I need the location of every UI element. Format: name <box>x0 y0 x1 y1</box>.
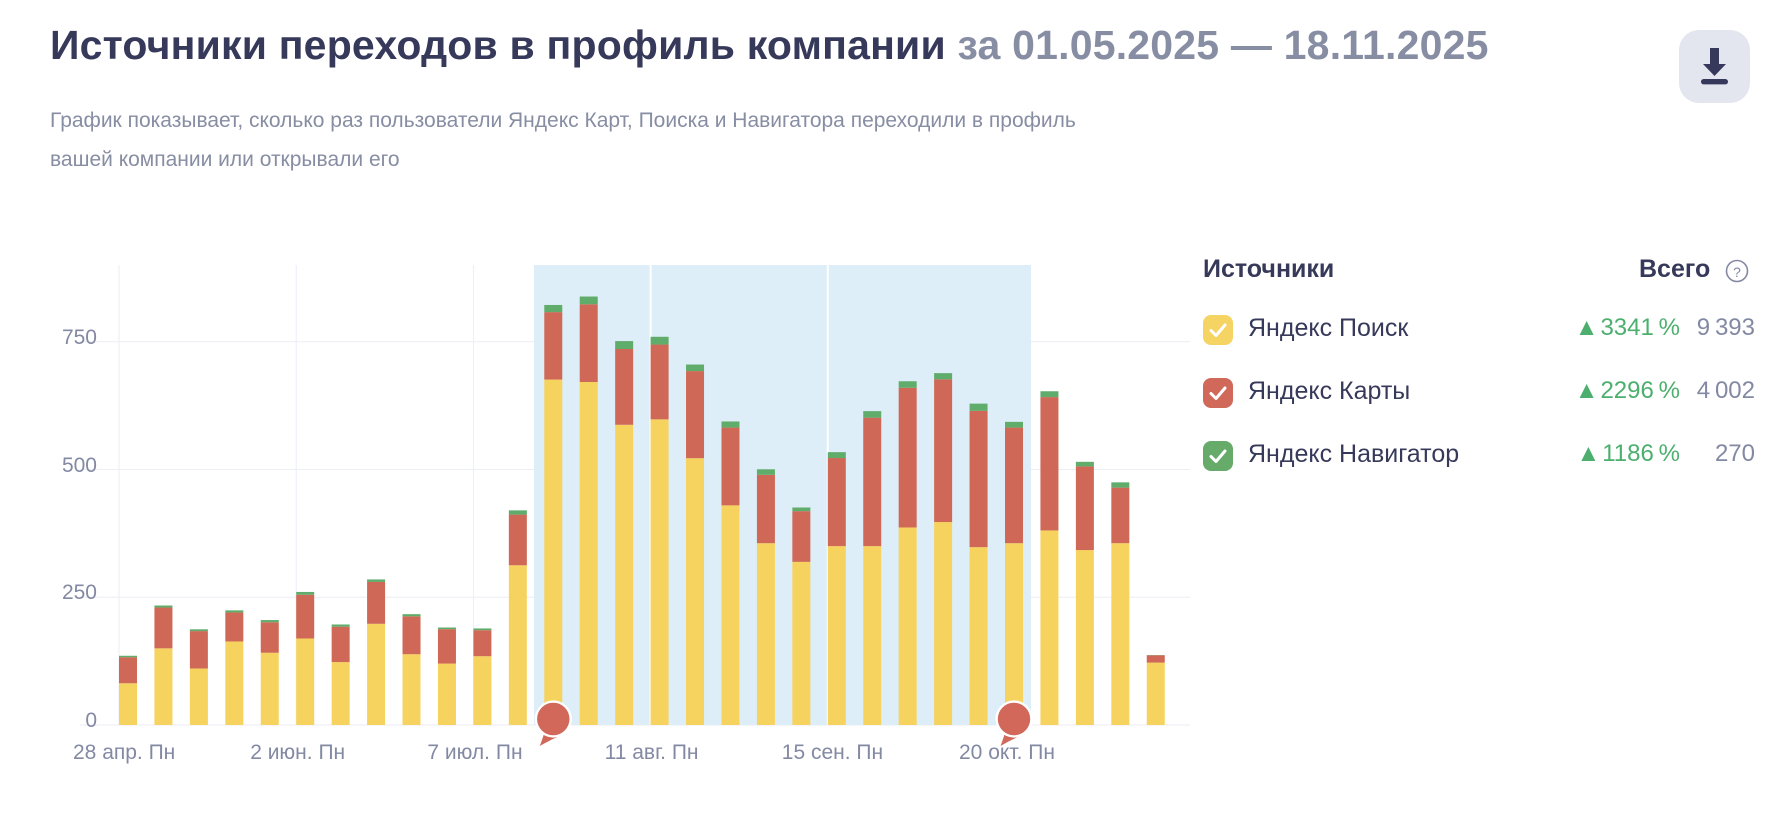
svg-text:?: ? <box>1733 264 1741 280</box>
